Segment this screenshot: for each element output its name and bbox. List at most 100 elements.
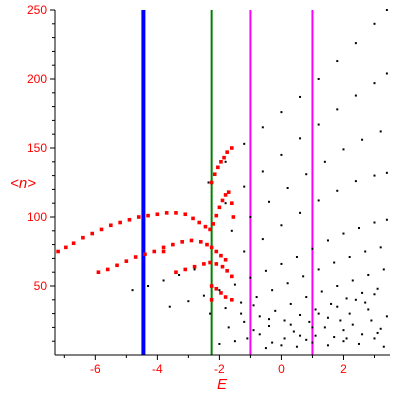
data-point-s2-32: [261, 238, 264, 241]
x-tick-label--2: -2: [214, 362, 225, 376]
data-point-s1-9: [127, 217, 132, 222]
data-point-s1-33: [225, 150, 229, 154]
data-point-s2-112: [311, 341, 314, 344]
data-point-s1-65: [230, 298, 234, 302]
data-point-s1-13: [164, 211, 169, 215]
data-point-s2-29: [361, 138, 364, 141]
data-point-s2-81: [367, 273, 370, 276]
data-point-s2-124: [336, 305, 339, 308]
data-point-s2-125: [354, 298, 357, 301]
data-point-s1-15: [183, 212, 188, 217]
data-point-s1-21: [214, 213, 219, 218]
data-point-s2-51: [264, 269, 267, 272]
data-point-s1-11: [146, 213, 150, 218]
data-point-s2-8: [336, 60, 339, 63]
data-point-s2-91: [376, 287, 379, 290]
data-point-s1-6: [99, 227, 104, 232]
data-point-s1-49: [214, 249, 219, 254]
data-point-s2-49: [233, 283, 236, 286]
x-axis-label: E: [217, 376, 228, 393]
data-point-s2-83: [252, 329, 255, 332]
data-point-s2-107: [379, 327, 382, 330]
data-point-s1-20: [211, 222, 215, 226]
data-point-s1-36: [105, 267, 110, 272]
data-point-s2-54: [311, 247, 314, 250]
data-point-s2-127: [311, 326, 314, 329]
data-point-s1-43: [171, 242, 175, 247]
data-point-s2-28: [342, 148, 345, 151]
data-point-s1-52: [174, 270, 178, 274]
data-point-s2-71: [379, 246, 382, 249]
data-point-s2-16: [299, 137, 302, 140]
data-point-s2-30: [379, 130, 382, 133]
data-point-s2-52: [280, 262, 283, 265]
data-point-s2-34: [299, 211, 302, 214]
data-point-s2-79: [336, 285, 339, 287]
data-point-s2-56: [342, 232, 345, 235]
data-point-s2-73: [243, 320, 246, 323]
data-point-s2-84: [268, 325, 271, 328]
data-point-s2-33: [280, 224, 283, 227]
data-point-s2-70: [364, 250, 367, 253]
data-point-s2-39: [385, 171, 388, 174]
data-point-s2-98: [292, 330, 295, 333]
data-point-s2-101: [323, 326, 326, 329]
data-point-s2-80: [351, 279, 354, 282]
data-point-s1-12: [155, 212, 160, 217]
data-point-s2-44: [193, 268, 196, 271]
data-point-s2-85: [283, 319, 286, 322]
data-point-s1-31: [219, 160, 223, 164]
data-point-s2-13: [243, 185, 246, 188]
data-point-s2-86: [299, 313, 302, 316]
data-point-s2-74: [258, 315, 261, 318]
data-point-s1-29: [212, 172, 217, 177]
data-point-s2-129: [364, 301, 367, 304]
data-point-s1-60: [230, 274, 234, 279]
data-point-s2-47: [202, 294, 205, 297]
data-point-s2-77: [305, 296, 308, 299]
data-point-s2-126: [373, 293, 376, 296]
data-point-s2-76: [289, 302, 292, 305]
data-point-s1-34: [230, 146, 234, 150]
data-point-s1-38: [124, 259, 129, 263]
x-tick-label--4: -4: [152, 362, 163, 376]
data-point-s2-61: [224, 307, 227, 310]
data-point-s1-64: [223, 295, 228, 299]
data-point-s2-99: [305, 338, 308, 341]
data-point-s2-26: [305, 173, 308, 176]
data-point-s1-19: [208, 227, 212, 232]
data-point-s1-67: [161, 249, 166, 254]
vertical-lines-layer: [141, 10, 314, 355]
data-point-s1-54: [192, 264, 197, 269]
data-point-s2-75: [274, 309, 277, 312]
data-point-s2-31: [243, 250, 246, 253]
data-point-s1-30: [216, 165, 220, 170]
x-tick-label--6: -6: [90, 362, 101, 376]
data-point-s2-25: [286, 187, 289, 190]
data-point-s2-103: [342, 329, 345, 332]
data-point-s2-57: [357, 227, 360, 230]
data-point-s2-55: [326, 239, 329, 242]
data-point-s1-40: [143, 252, 147, 257]
data-point-s2-64: [271, 289, 274, 292]
data-point-s1-5: [90, 231, 95, 236]
data-point-s2-72: [227, 326, 230, 329]
data-point-s1-16: [191, 216, 195, 221]
data-point-s1-56: [208, 260, 212, 265]
data-point-s2-63: [255, 296, 258, 299]
data-point-s2-97: [283, 337, 286, 340]
data-point-s2-59: [385, 218, 388, 221]
y-axis-label: <n>: [10, 175, 36, 192]
data-point-s1-42: [161, 245, 166, 250]
data-point-s2-6: [299, 95, 302, 98]
data-point-s2-132: [376, 331, 379, 334]
data-point-s1-61: [209, 284, 214, 288]
data-point-s1-8: [118, 220, 122, 225]
data-point-s2-62: [240, 301, 243, 304]
data-point-s1-4: [81, 235, 85, 240]
data-point-s2-11: [385, 9, 388, 11]
data-point-s2-53: [295, 256, 298, 259]
data-point-s2-5: [280, 111, 283, 114]
